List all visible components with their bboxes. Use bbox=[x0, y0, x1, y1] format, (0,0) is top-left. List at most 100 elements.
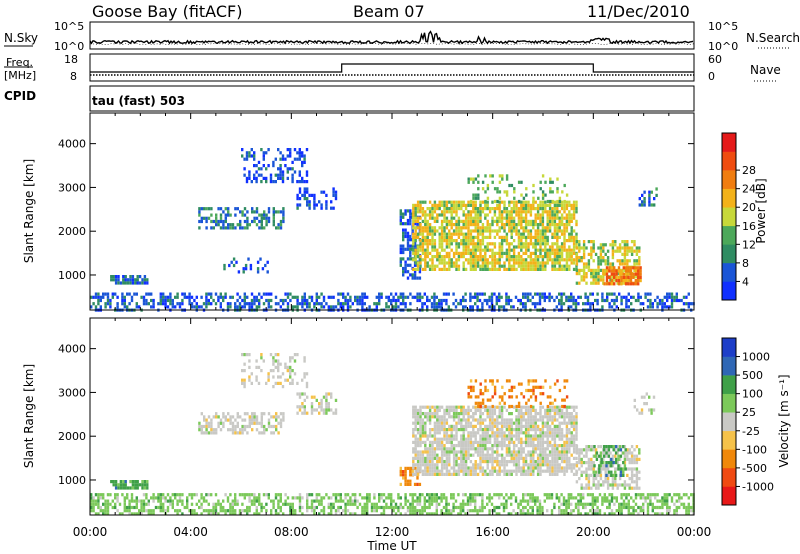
scatter-cell bbox=[219, 418, 223, 422]
scatter-cell bbox=[293, 372, 297, 376]
scatter-cell bbox=[409, 479, 412, 483]
scatter-cell bbox=[349, 496, 352, 500]
scatter-cell bbox=[399, 482, 402, 486]
scatter-cell bbox=[460, 251, 463, 255]
scatter-cell bbox=[522, 499, 525, 503]
scatter-cell bbox=[203, 216, 206, 220]
scatter-cell bbox=[508, 200, 511, 204]
scatter-cell bbox=[648, 200, 651, 204]
scatter-cell bbox=[527, 255, 530, 259]
scatter-cell bbox=[236, 223, 239, 227]
scatter-cell bbox=[443, 437, 446, 441]
scatter-cell bbox=[476, 418, 480, 422]
scatter-cell bbox=[603, 496, 606, 500]
scatter-cell bbox=[481, 258, 485, 262]
scatter-cell bbox=[272, 431, 275, 435]
scatter-cell bbox=[327, 392, 330, 396]
scatter-cell bbox=[546, 235, 549, 239]
scatter-cell bbox=[625, 272, 628, 276]
scatter-cell bbox=[565, 239, 569, 243]
scatter-cell bbox=[462, 267, 465, 271]
scatter-cell bbox=[284, 362, 287, 366]
scatter-cell bbox=[265, 213, 268, 217]
scatter-cell bbox=[308, 302, 311, 306]
scatter-cell bbox=[416, 431, 420, 435]
scatter-cell bbox=[440, 305, 443, 309]
scatter-cell bbox=[303, 356, 306, 360]
scatter-cell bbox=[419, 223, 422, 227]
scatter-cell bbox=[519, 509, 522, 513]
scatter-cell bbox=[630, 249, 634, 253]
scatter-cell bbox=[524, 207, 528, 211]
scatter-cell bbox=[608, 502, 611, 506]
scatter-cell bbox=[618, 249, 622, 253]
scatter-cell bbox=[217, 424, 220, 429]
scatter-cell bbox=[522, 505, 525, 510]
scatter-cell bbox=[510, 434, 513, 438]
scatter-cell bbox=[493, 229, 497, 233]
scatter-cell bbox=[472, 193, 475, 197]
scatter-cell bbox=[616, 281, 619, 285]
scatter-cell bbox=[527, 229, 530, 233]
scatter-cell bbox=[409, 218, 412, 223]
scatter-cell bbox=[546, 219, 549, 223]
scatter-cell bbox=[262, 505, 266, 510]
scatter-cell bbox=[459, 302, 462, 306]
scatter-cell bbox=[508, 412, 511, 416]
scatter-cell bbox=[512, 239, 516, 243]
scatter-cell bbox=[445, 437, 449, 441]
scatter-cell bbox=[234, 499, 237, 503]
scatter-cell bbox=[472, 216, 475, 220]
scatter-cell bbox=[183, 505, 186, 510]
scatter-cell bbox=[479, 434, 482, 438]
scatter-cell bbox=[526, 292, 530, 296]
scatter-cell bbox=[630, 246, 634, 250]
scatter-cell bbox=[305, 372, 309, 376]
scatter-cell bbox=[644, 292, 647, 296]
scatter-cell bbox=[517, 242, 521, 246]
scatter-cell bbox=[320, 502, 323, 506]
scatter-cell bbox=[255, 298, 258, 303]
scatter-cell bbox=[327, 405, 330, 409]
scatter-cell bbox=[169, 295, 172, 299]
scatter-cell bbox=[512, 267, 516, 271]
scatter-cell bbox=[462, 405, 465, 409]
scatter-cell bbox=[412, 428, 415, 432]
scatter-cell bbox=[416, 502, 419, 506]
scatter-cell bbox=[198, 213, 201, 217]
scatter-cell bbox=[412, 242, 415, 246]
scatter-cell bbox=[142, 502, 146, 506]
scatter-cell bbox=[440, 444, 444, 448]
scatter-cell bbox=[495, 512, 498, 516]
scatter-cell bbox=[563, 232, 566, 236]
nsky-tick-lo: 10^0 bbox=[54, 40, 84, 53]
scatter-cell bbox=[399, 215, 402, 219]
scatter-cell bbox=[270, 298, 273, 303]
scatter-cell bbox=[500, 242, 504, 246]
scatter-cell bbox=[646, 505, 650, 510]
scatter-cell bbox=[508, 444, 511, 448]
scatter-cell bbox=[409, 512, 412, 516]
station-title: Goose Bay (fitACF) bbox=[92, 2, 242, 21]
scatter-cell bbox=[315, 505, 318, 510]
scatter-cell bbox=[590, 252, 593, 256]
scatter-cell bbox=[205, 292, 208, 296]
scatter-cell bbox=[253, 176, 256, 180]
scatter-cell bbox=[440, 210, 444, 214]
scatter-cell bbox=[551, 264, 554, 268]
scatter-cell bbox=[460, 440, 463, 444]
scatter-cell bbox=[106, 493, 110, 497]
scatter-cell bbox=[455, 203, 458, 207]
scatter-cell bbox=[399, 218, 402, 223]
scatter-cell bbox=[541, 207, 545, 211]
scatter-cell bbox=[382, 505, 386, 510]
scatter-cell bbox=[469, 239, 473, 243]
scatter-cell bbox=[515, 258, 518, 262]
scatter-cell bbox=[320, 496, 323, 500]
scatter-cell bbox=[428, 242, 432, 246]
scatter-cell bbox=[512, 453, 516, 457]
scatter-cell bbox=[602, 272, 605, 276]
scatter-cell bbox=[111, 505, 114, 510]
scatter-cell bbox=[424, 450, 427, 454]
scatter-cell bbox=[424, 415, 427, 419]
